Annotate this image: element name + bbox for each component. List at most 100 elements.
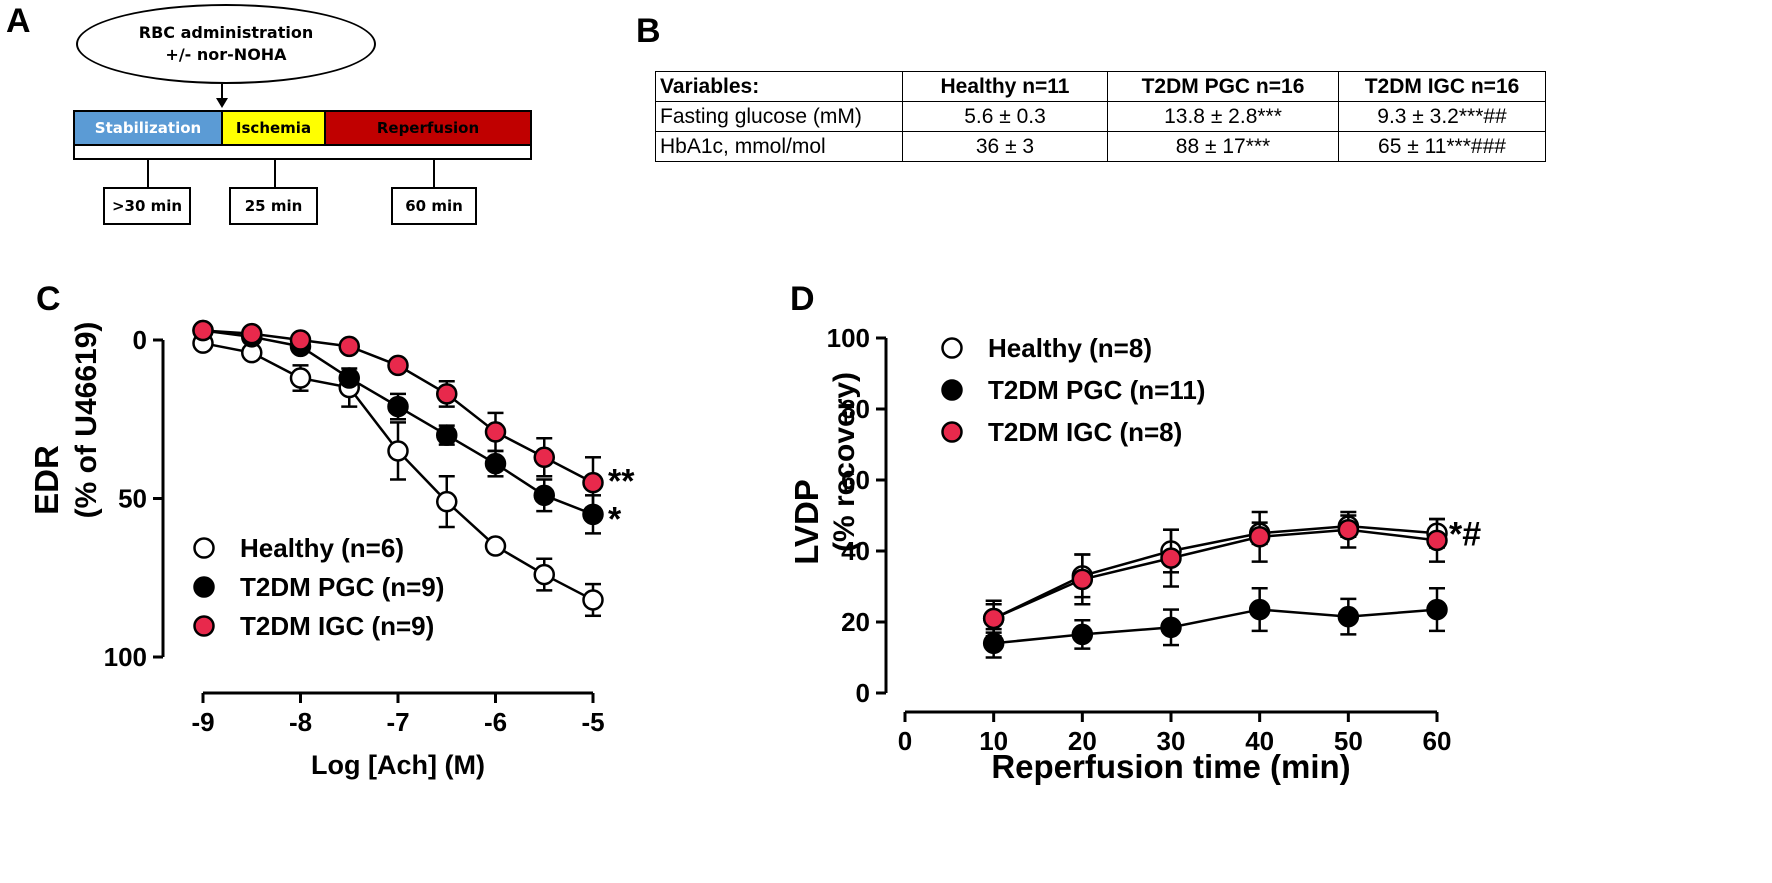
event-line-2: +/- nor-NOHA [165, 45, 287, 64]
legend-label: T2DM IGC (n=8) [988, 417, 1182, 447]
arrow-down-icon [216, 98, 228, 108]
legend-label: Healthy (n=8) [988, 333, 1152, 363]
phase-ischemia: Ischemia [221, 110, 326, 146]
significance-annotation: ** [608, 463, 635, 501]
y-axis-label-units: (% of U46619) [70, 322, 103, 519]
x-tick-label: 30 [1157, 726, 1186, 756]
data-point [338, 367, 360, 389]
y-tick-label: 100 [104, 642, 147, 672]
legend-label: T2DM PGC (n=11) [988, 375, 1205, 405]
data-point [1337, 518, 1360, 541]
data-point [1426, 529, 1448, 552]
data-point [1160, 616, 1182, 639]
x-tick-label: 20 [1068, 726, 1097, 756]
legend-marker [941, 337, 963, 359]
data-point [1160, 547, 1182, 569]
x-axis-label: Reperfusion time (min) [991, 748, 1350, 785]
y-tick-label: 100 [827, 323, 870, 353]
y-tick-label: 60 [841, 465, 870, 495]
table-cell: 65 ± 11***### [1338, 131, 1546, 162]
connector-reperfusion [433, 160, 435, 188]
legend-marker [193, 576, 215, 598]
x-tick-label: 40 [1245, 726, 1274, 756]
data-point [582, 589, 604, 611]
legend-marker [193, 615, 215, 637]
variables-table: Variables: Healthy n=11 T2DM PGC n=16 T2… [655, 71, 1546, 162]
event-line-1: RBC administration [138, 23, 314, 42]
panel-letter-c: C [36, 280, 61, 318]
data-point [582, 471, 604, 494]
phase-reperfusion: Reperfusion [324, 110, 532, 146]
x-axis-label: Log [Ach] (M) [311, 750, 485, 780]
legend-marker [941, 421, 963, 443]
series-t2dm-igc [192, 319, 604, 510]
table-row: Fasting glucose (mM) 5.6 ± 0.3 13.8 ± 2.… [655, 101, 1546, 132]
phase-stabilization: Stabilization [73, 110, 223, 146]
x-tick-label: -7 [386, 707, 409, 737]
data-point [192, 319, 214, 342]
connector-ischemia [274, 160, 276, 188]
data-point [484, 421, 507, 443]
y-axis-label: EDR [28, 445, 65, 515]
data-point [1426, 598, 1448, 621]
x-tick-label: -6 [484, 707, 507, 737]
x-tick-label: 10 [979, 726, 1008, 756]
data-point [436, 490, 458, 513]
table-header: Variables: [655, 71, 903, 102]
y-tick-label: 40 [841, 536, 870, 566]
data-point [1071, 623, 1094, 646]
panel-letter-a: A [6, 2, 31, 40]
x-tick-label: -5 [581, 707, 604, 737]
x-tick-label: -9 [191, 707, 214, 737]
data-point [241, 322, 263, 345]
table-cell: 88 ± 17*** [1107, 131, 1339, 162]
y-tick-label: 50 [118, 484, 147, 514]
series-t2dm-igc [982, 510, 1448, 638]
event-ellipse: RBC administration +/- nor-NOHA [76, 4, 376, 84]
data-point [289, 329, 312, 351]
significance-annotation: * [608, 500, 622, 538]
x-tick-label: -8 [289, 707, 312, 737]
data-point [533, 484, 555, 507]
data-point [1071, 568, 1094, 591]
table-cell: Fasting glucose (mM) [655, 101, 903, 132]
y-tick-label: 20 [841, 607, 870, 637]
series-line [993, 528, 1438, 620]
y-axis-label-units: (% recovery) [828, 372, 861, 552]
table-row: HbA1c, mmol/mol 36 ± 3 88 ± 17*** 65 ± 1… [655, 131, 1546, 162]
data-point [387, 354, 409, 377]
timeline-bracket [73, 144, 532, 160]
data-point [387, 395, 409, 418]
legend-label: T2DM PGC (n=9) [240, 572, 444, 602]
duration-stabilization: >30 min [103, 187, 191, 225]
panel-letter-b: B [636, 12, 661, 50]
data-point [1337, 605, 1360, 628]
data-point [289, 367, 312, 389]
data-point [387, 440, 409, 462]
y-tick-label: 0 [856, 678, 870, 708]
legend-marker [941, 379, 963, 401]
data-point [533, 563, 555, 586]
data-point [982, 607, 1005, 630]
duration-ischemia: 25 min [229, 187, 318, 225]
legend-label: T2DM IGC (n=9) [240, 611, 434, 641]
arrow-shaft [221, 84, 223, 100]
significance-annotation: *# [1449, 515, 1481, 553]
y-tick-label: 80 [841, 394, 870, 424]
data-point [1248, 598, 1271, 621]
data-point [1248, 526, 1271, 548]
legend-marker [193, 537, 215, 559]
x-tick-label: 0 [898, 726, 912, 756]
panel-letter-d: D [790, 280, 815, 318]
table-header: T2DM IGC n=16 [1338, 71, 1546, 102]
x-tick-label: 60 [1423, 726, 1452, 756]
data-point [436, 424, 458, 446]
data-point [436, 383, 458, 405]
x-tick-label: 50 [1334, 726, 1363, 756]
duration-reperfusion: 60 min [391, 187, 477, 225]
legend-label: Healthy (n=6) [240, 533, 404, 563]
data-point [533, 446, 555, 469]
table-cell: 5.6 ± 0.3 [902, 101, 1108, 132]
series-t2dm-pgc [192, 319, 604, 535]
